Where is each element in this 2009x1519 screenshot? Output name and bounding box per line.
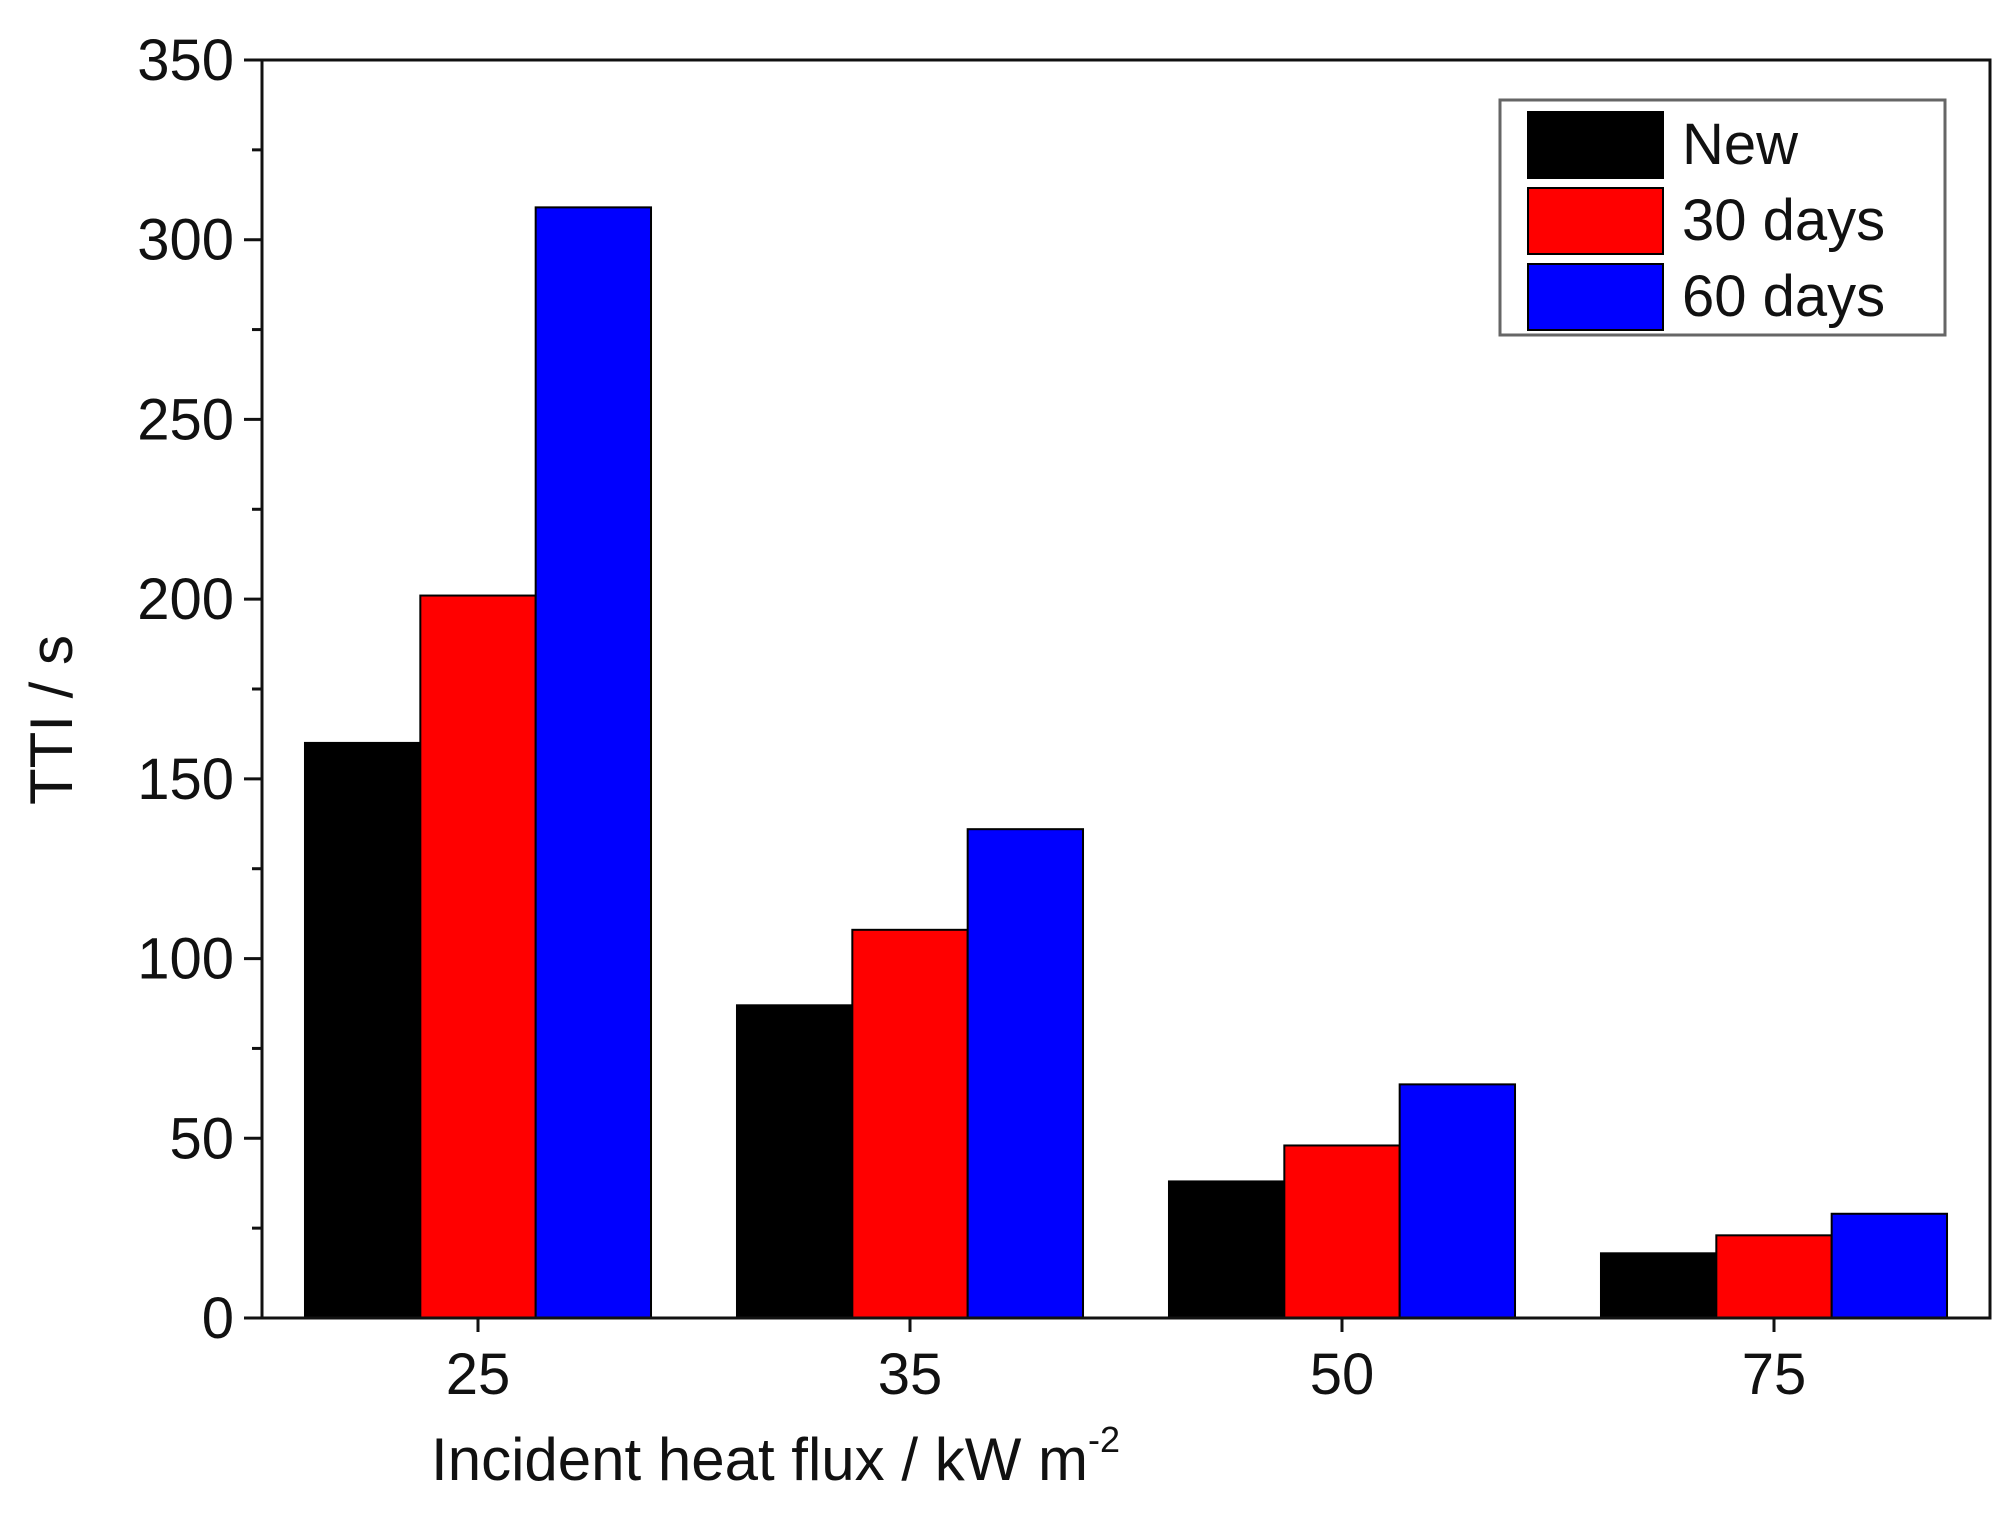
y-tick-label-50: 50 [169,1106,234,1171]
y-tick-label-0: 0 [202,1286,234,1351]
bar-30-days-75 [1715,1234,1833,1319]
y-axis-title: TTI / s [18,635,85,805]
bar-new-35 [735,1004,854,1319]
legend-swatch-new [1527,111,1664,179]
x-tick-label-35: 35 [878,1342,943,1407]
bar-30-days-25 [419,594,537,1319]
x-tick-label-25: 25 [446,1342,511,1407]
y-tick-label-350: 350 [137,28,234,93]
y-tick-label-150: 150 [137,747,234,812]
bar-new-25 [303,741,422,1319]
ticks-layer: 25 35 50 75 0 50 100 150 200 250 300 350 [137,28,1806,1407]
legend-swatch-30-days [1527,187,1664,255]
legend: New 30 days 60 days [1498,98,1947,337]
x-axis-title-main: Incident heat flux / kW m [431,1426,1088,1493]
x-axis-title: Incident heat flux / kW m-2 [431,1419,1120,1493]
bar-new-75 [1599,1252,1718,1319]
bar-30-days-50 [1283,1144,1401,1319]
x-tick-label-50: 50 [1310,1342,1375,1407]
x-axis-title-superscript: -2 [1088,1419,1120,1460]
bar-new-50 [1167,1180,1286,1319]
bar-60-days-75 [1830,1212,1949,1320]
bar-60-days-50 [1398,1083,1517,1320]
y-tick-label-300: 300 [137,208,234,273]
legend-label-new: New [1682,112,1799,177]
bar-60-days-25 [534,206,653,1319]
y-tick-label-250: 250 [137,387,234,452]
bar-30-days-35 [851,928,969,1319]
bars-layer [303,206,1949,1320]
legend-label-60-days: 60 days [1682,264,1885,329]
bar-60-days-35 [966,828,1085,1319]
x-tick-label-75: 75 [1742,1342,1807,1407]
y-tick-label-100: 100 [137,927,234,992]
legend-swatch-60-days [1527,263,1664,331]
y-tick-label-200: 200 [137,567,234,632]
legend-label-30-days: 30 days [1682,188,1885,253]
